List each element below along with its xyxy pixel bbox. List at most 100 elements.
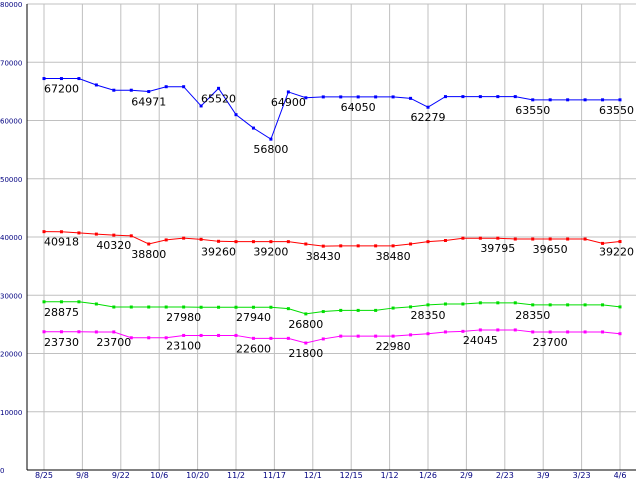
series-layer [42,77,622,345]
data-point [112,305,116,309]
data-point [339,95,343,99]
data-point [304,341,308,345]
data-point [59,330,63,334]
data-point [147,90,151,94]
data-label: 21800 [288,347,323,360]
data-label: 26800 [288,318,323,331]
data-point [618,305,622,309]
data-point [217,333,221,337]
x-tick-label: 9/22 [112,471,130,480]
data-point [217,305,221,309]
series-line [44,301,621,315]
y-tick-label: 70000 [0,59,22,67]
data-point [443,95,447,99]
data-point [147,305,151,309]
data-point [164,238,168,242]
data-point [269,240,273,244]
data-point [112,233,116,237]
data-point [304,242,308,246]
data-point [251,126,255,130]
data-point [217,86,221,90]
data-point [426,105,430,109]
data-point [531,98,535,102]
x-tick-labels: 8/25 9/8 9/22 10/6 10/20 11/2 11/17 12/1 12/15 1/… [35,471,626,480]
data-point [583,237,587,241]
data-point [147,336,151,340]
x-tick-label: 9/8 [76,471,89,480]
y-tick-label: 10000 [0,409,22,417]
data-point [443,238,447,242]
data-point [356,95,360,99]
data-label: 22980 [376,340,411,353]
data-label: 24045 [463,334,498,347]
data-point [77,231,81,235]
data-point [42,77,46,81]
data-point [513,95,517,99]
y-tick-label: 50000 [0,176,22,184]
data-point [321,337,325,341]
x-tick-label: 2/23 [496,471,514,480]
data-label: 40320 [96,239,131,252]
data-point [548,330,552,334]
data-label: 23730 [44,336,79,349]
data-point [339,244,343,248]
data-point [304,312,308,316]
data-point [59,230,63,234]
data-label: 39795 [480,242,515,255]
data-point [618,332,622,336]
data-point [566,330,570,334]
data-point [496,301,500,305]
data-point [234,333,238,337]
data-point [42,330,46,334]
data-label: 64971 [131,96,166,109]
data-label: 40918 [44,236,79,249]
x-tick-label: 2/9 [460,471,473,480]
data-point [59,300,63,304]
data-point [409,242,413,246]
data-label: 64050 [341,101,376,114]
data-label: 63550 [599,104,634,117]
data-label: 38430 [306,250,341,263]
data-label: 67200 [44,83,79,96]
data-label: 27980 [166,311,201,324]
data-point [304,96,308,100]
data-point [251,305,255,309]
data-point [339,308,343,312]
data-label: 28350 [411,309,446,322]
data-point [426,332,430,336]
data-point [461,329,465,333]
data-point [496,95,500,99]
data-point [496,236,500,240]
data-point [129,305,133,309]
y-tick-label: 30000 [0,292,22,300]
axes [26,4,636,471]
data-point [478,301,482,305]
data-label: 64900 [271,96,306,109]
data-point [269,305,273,309]
data-point [251,336,255,340]
data-point [199,104,203,108]
data-point [391,334,395,338]
data-point [513,328,517,332]
data-label: 39200 [253,246,288,259]
data-point [531,303,535,307]
series-line [44,329,621,344]
data-point [548,237,552,241]
series-line [43,231,621,247]
data-point [77,330,81,334]
data-point [391,95,395,99]
data-point [286,240,290,244]
data-point [356,334,360,338]
data-label: 65520 [201,92,236,105]
data-point [618,98,622,102]
data-point [548,98,552,102]
data-point [461,302,465,306]
data-point [182,85,186,89]
data-point [94,83,98,87]
data-point [566,98,570,102]
data-point [461,236,465,240]
data-point [286,307,290,311]
data-point [269,137,273,141]
data-label: 23100 [166,339,201,352]
data-label: 39260 [201,245,236,258]
